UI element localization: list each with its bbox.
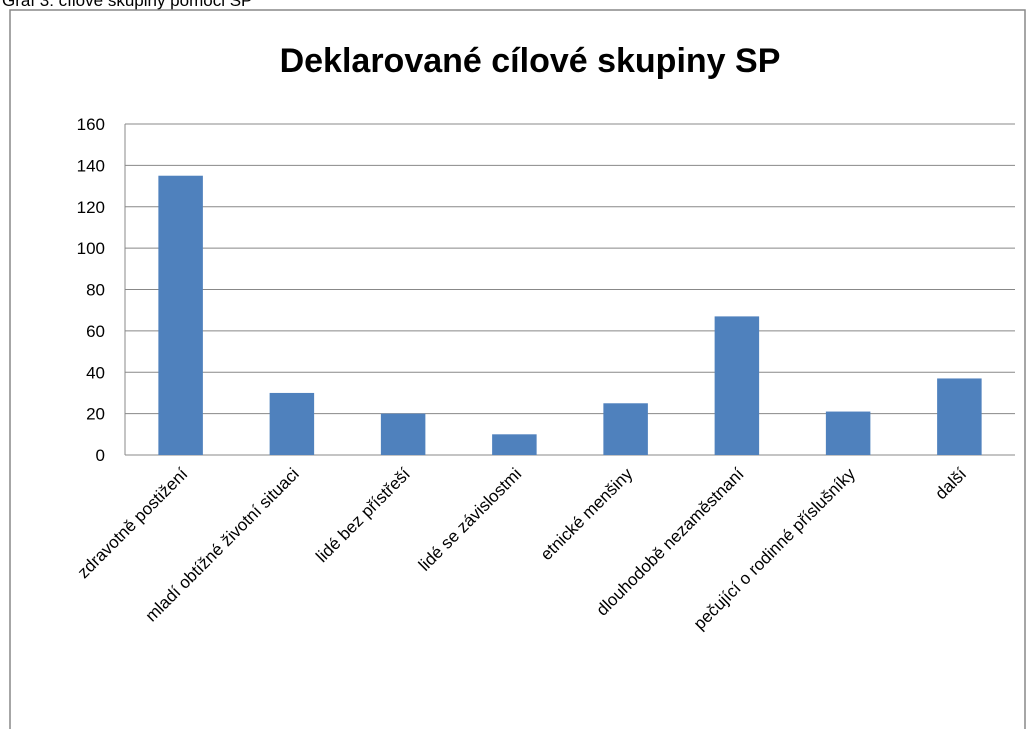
y-tick-label: 160 (77, 115, 105, 134)
chart-title: Deklarované cílové skupiny SP (280, 42, 781, 80)
bar (825, 411, 871, 455)
bar (492, 434, 537, 455)
y-tick-label: 140 (77, 156, 105, 175)
bar (603, 403, 648, 455)
y-tick-label: 60 (86, 322, 105, 341)
y-tick-label: 0 (96, 446, 105, 465)
y-tick-label: 80 (86, 281, 105, 300)
y-tick-label: 120 (77, 198, 105, 217)
y-tick-label: 20 (86, 405, 105, 424)
bar (714, 316, 760, 455)
bar (937, 378, 982, 455)
bar (380, 413, 426, 455)
bar (158, 175, 203, 455)
bar (269, 392, 315, 455)
y-tick-label: 40 (86, 363, 105, 382)
y-tick-label: 100 (77, 239, 105, 258)
caption: Graf 3: cílové skupiny pomoci SP (2, 0, 252, 10)
